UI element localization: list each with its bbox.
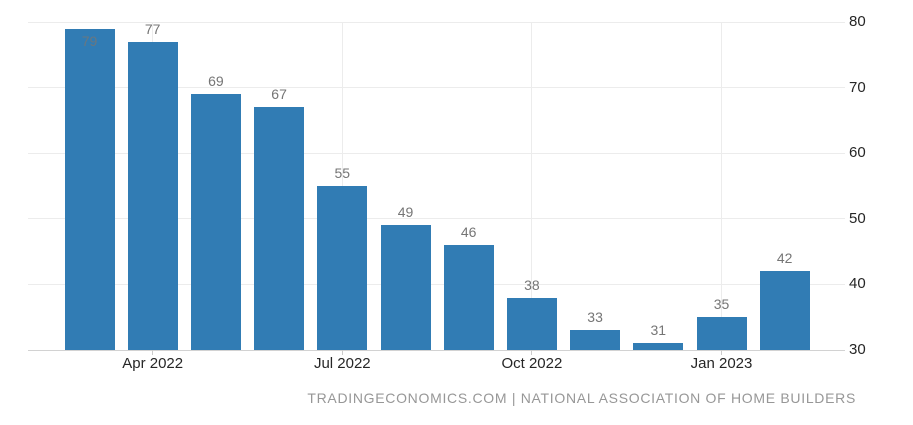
bar-value-label: 67 (271, 86, 287, 103)
x-tick-mark (341, 350, 343, 355)
y-tick-label: 30 (849, 341, 866, 358)
bar-value-label: 33 (587, 309, 603, 326)
bar[interactable] (190, 94, 241, 350)
x-tick-label: Jan 2023 (690, 355, 753, 372)
bar[interactable] (127, 41, 178, 350)
gridline-v (721, 22, 722, 350)
bar-value-label: 46 (460, 224, 477, 241)
y-tick-label: 50 (849, 209, 866, 227)
y-tick-label: 70 (849, 78, 866, 96)
bar[interactable] (696, 317, 747, 350)
bar-value-label: 31 (650, 322, 667, 339)
x-tick-mark (152, 350, 154, 355)
x-tick-label: Oct 2022 (501, 355, 563, 372)
bar[interactable] (443, 245, 494, 350)
bar[interactable] (317, 186, 368, 350)
bar-value-label: 35 (713, 296, 730, 313)
y-tick-label: 60 (849, 144, 866, 162)
bar-value-label: 69 (208, 73, 224, 90)
gridline-h (28, 21, 845, 23)
gridline-h (28, 283, 845, 285)
gridline-v (531, 22, 533, 350)
bar[interactable] (254, 107, 305, 350)
bar-value-label: 77 (144, 20, 161, 37)
bar[interactable] (506, 297, 557, 350)
y-tick-label: 80 (849, 13, 866, 30)
gridline-h (28, 152, 845, 154)
bar-value-label: 55 (334, 165, 351, 181)
x-tick-mark (721, 350, 722, 355)
bar[interactable] (570, 330, 621, 350)
x-tick-mark (531, 350, 533, 355)
gridline-h (28, 349, 845, 351)
x-tick-label: Apr 2022 (122, 355, 184, 372)
gridline-h (28, 87, 845, 89)
footer-credit: TRADINGECONOMICS.COM | NATIONAL ASSOCIAT… (307, 390, 856, 406)
bar[interactable] (633, 343, 684, 350)
x-tick-label: Jul 2022 (313, 355, 371, 372)
bar-value-label: 79 (81, 32, 98, 49)
bar-value-label: 49 (397, 204, 414, 221)
bar[interactable] (759, 271, 810, 350)
bar[interactable] (64, 28, 115, 350)
bar-value-label: 42 (776, 250, 793, 267)
bar-value-label: 38 (524, 276, 540, 293)
gridline-h (28, 218, 845, 220)
bar[interactable] (380, 225, 431, 350)
y-tick-label: 40 (849, 275, 866, 293)
